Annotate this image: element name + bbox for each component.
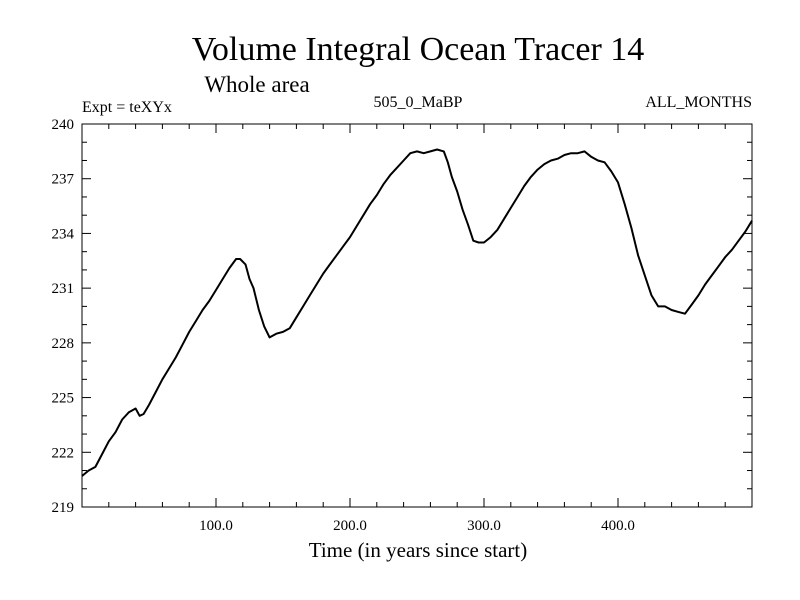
months-label: ALL_MONTHS — [645, 94, 752, 111]
y-tick-label: 237 — [52, 172, 75, 188]
y-tick-label: 231 — [52, 281, 75, 297]
run-label: 505_0_MaBP — [374, 94, 463, 111]
plot-lines — [81, 148, 753, 477]
x-tick-label: 300.0 — [467, 518, 501, 534]
y-tick-label: 222 — [52, 445, 75, 461]
x-tick-label: 200.0 — [333, 518, 367, 534]
x-axis: 100.0 200.0 300.0 400.0 — [108, 124, 726, 534]
y-tick-label: 219 — [52, 500, 75, 516]
x-axis-label: Time (in years since start) — [309, 538, 528, 562]
x-tick-label: 100.0 — [199, 518, 233, 534]
y-tick-label: 225 — [52, 391, 75, 407]
y-tick-label: 234 — [52, 226, 75, 242]
y-axis: 219 222 225 228 231 234 237 240 — [52, 117, 752, 516]
y-tick-label: 240 — [52, 117, 75, 133]
series-line — [81, 148, 753, 477]
y-tick-label: 228 — [52, 336, 75, 352]
chart-subtitle: Whole area — [204, 72, 309, 97]
plot-frame — [81, 123, 753, 508]
x-tick-label: 400.0 — [601, 518, 635, 534]
chart-title: Volume Integral Ocean Tracer 14 — [192, 31, 645, 68]
expt-label: Expt = teXYx — [82, 99, 172, 116]
